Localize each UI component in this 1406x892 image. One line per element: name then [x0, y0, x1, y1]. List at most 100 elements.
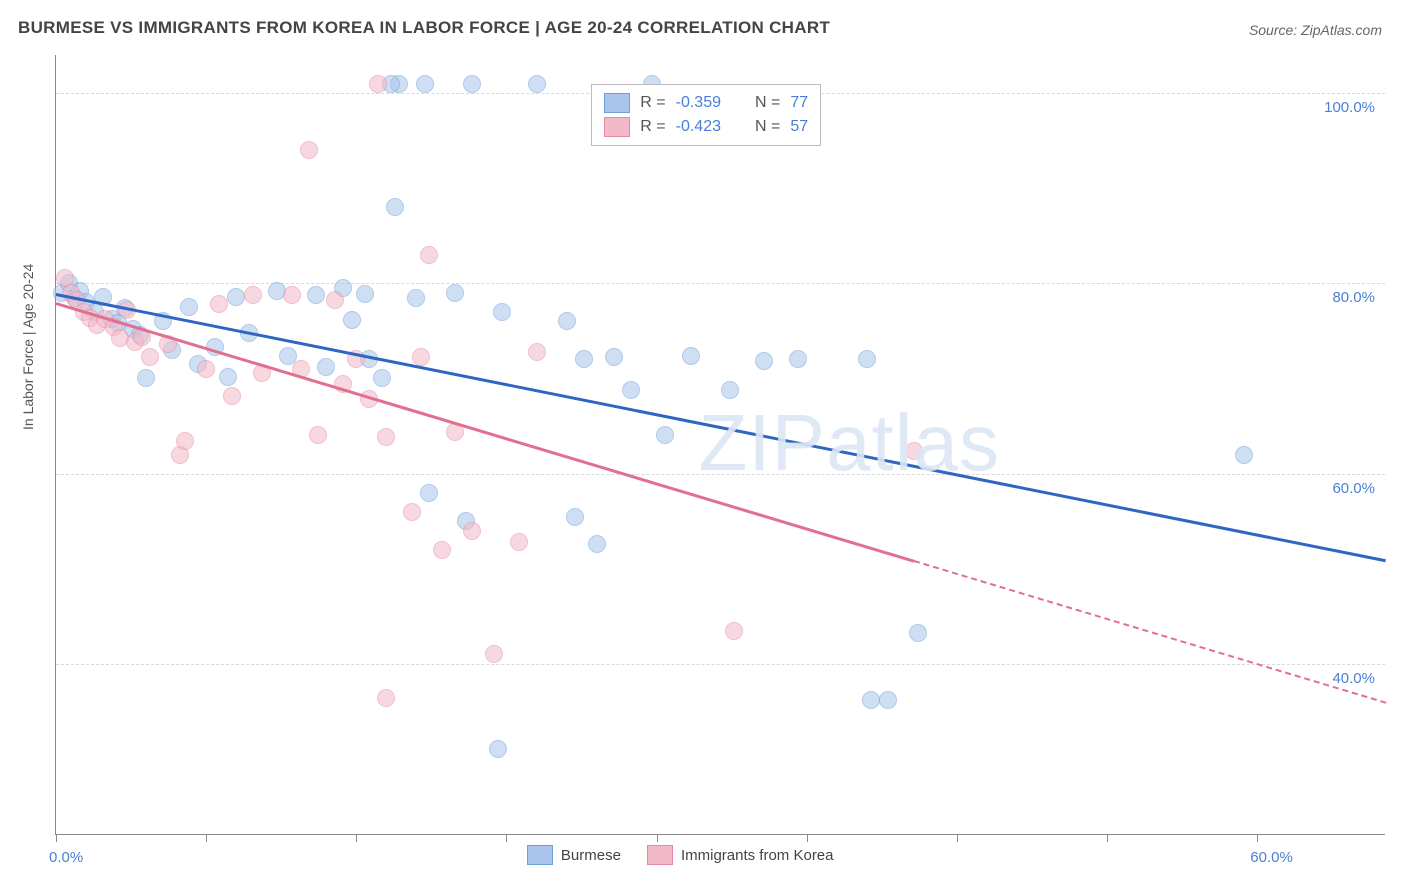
legend-item: Burmese	[527, 845, 621, 865]
correlation-legend: R = -0.359 N = 77 R = -0.423 N = 57	[591, 84, 821, 146]
scatter-point	[317, 358, 335, 376]
y-tick-label: 80.0%	[1332, 289, 1375, 306]
scatter-point	[343, 311, 361, 329]
n-value: 57	[790, 118, 808, 136]
scatter-point	[420, 246, 438, 264]
scatter-point	[219, 368, 237, 386]
scatter-point	[558, 312, 576, 330]
scatter-point	[386, 198, 404, 216]
scatter-point	[725, 622, 743, 640]
n-label: N =	[755, 94, 780, 112]
scatter-point	[416, 75, 434, 93]
x-tick	[356, 834, 357, 842]
scatter-point	[489, 740, 507, 758]
scatter-point	[862, 691, 880, 709]
legend-label: Immigrants from Korea	[681, 847, 834, 864]
x-tick	[56, 834, 57, 842]
gridline	[56, 664, 1385, 665]
scatter-point	[433, 541, 451, 559]
trend-line	[914, 560, 1387, 704]
x-tick	[1257, 834, 1258, 842]
legend-swatch	[527, 845, 553, 865]
y-tick-label: 60.0%	[1332, 480, 1375, 497]
scatter-point	[197, 360, 215, 378]
source-label: Source: ZipAtlas.com	[1249, 22, 1382, 38]
scatter-point	[622, 381, 640, 399]
legend-label: Burmese	[561, 847, 621, 864]
legend-swatch	[647, 845, 673, 865]
scatter-point	[588, 535, 606, 553]
scatter-point	[373, 369, 391, 387]
scatter-point	[141, 348, 159, 366]
scatter-point	[463, 522, 481, 540]
scatter-point	[176, 432, 194, 450]
legend-item: Immigrants from Korea	[647, 845, 834, 865]
scatter-point	[420, 484, 438, 502]
scatter-point	[909, 624, 927, 642]
legend-swatch	[604, 93, 630, 113]
y-tick-label: 100.0%	[1324, 99, 1375, 116]
n-label: N =	[755, 118, 780, 136]
scatter-point	[369, 75, 387, 93]
scatter-point	[244, 286, 262, 304]
scatter-point	[1235, 446, 1253, 464]
gridline	[56, 474, 1385, 475]
x-tick-label: 60.0%	[1250, 849, 1293, 866]
scatter-point	[566, 508, 584, 526]
scatter-point	[905, 442, 923, 460]
y-tick-label: 40.0%	[1332, 670, 1375, 687]
scatter-point	[575, 350, 593, 368]
scatter-point	[858, 350, 876, 368]
x-tick	[1107, 834, 1108, 842]
scatter-point	[528, 75, 546, 93]
scatter-point	[656, 426, 674, 444]
plot-area: 40.0% 60.0% 80.0% 100.0%	[55, 55, 1385, 835]
x-tick	[657, 834, 658, 842]
x-tick	[206, 834, 207, 842]
scatter-point	[789, 350, 807, 368]
scatter-point	[528, 343, 546, 361]
gridline	[56, 283, 1385, 284]
scatter-point	[307, 286, 325, 304]
x-tick	[957, 834, 958, 842]
legend-swatch	[604, 117, 630, 137]
scatter-point	[309, 426, 327, 444]
scatter-point	[485, 645, 503, 663]
scatter-point	[227, 288, 245, 306]
x-tick-label: 0.0%	[49, 849, 83, 866]
x-tick	[506, 834, 507, 842]
scatter-point	[377, 428, 395, 446]
r-label: R =	[640, 118, 665, 136]
scatter-point	[180, 298, 198, 316]
scatter-point	[493, 303, 511, 321]
scatter-point	[283, 286, 301, 304]
scatter-point	[682, 347, 700, 365]
scatter-point	[356, 285, 374, 303]
scatter-point	[879, 691, 897, 709]
scatter-point	[446, 284, 464, 302]
r-value: -0.423	[676, 118, 721, 136]
scatter-point	[300, 141, 318, 159]
x-tick	[807, 834, 808, 842]
scatter-point	[755, 352, 773, 370]
r-value: -0.359	[676, 94, 721, 112]
series-legend: Burmese Immigrants from Korea	[527, 845, 834, 865]
legend-row: R = -0.423 N = 57	[604, 115, 808, 139]
scatter-point	[326, 291, 344, 309]
scatter-point	[721, 381, 739, 399]
scatter-point	[210, 295, 228, 313]
scatter-point	[463, 75, 481, 93]
scatter-point	[407, 289, 425, 307]
n-value: 77	[790, 94, 808, 112]
chart-title: BURMESE VS IMMIGRANTS FROM KOREA IN LABO…	[18, 18, 830, 38]
scatter-point	[137, 369, 155, 387]
scatter-point	[605, 348, 623, 366]
scatter-point	[403, 503, 421, 521]
scatter-point	[377, 689, 395, 707]
r-label: R =	[640, 94, 665, 112]
trend-line	[56, 293, 1387, 562]
legend-row: R = -0.359 N = 77	[604, 91, 808, 115]
scatter-point	[510, 533, 528, 551]
y-axis-label: In Labor Force | Age 20-24	[20, 264, 36, 430]
scatter-point	[223, 387, 241, 405]
